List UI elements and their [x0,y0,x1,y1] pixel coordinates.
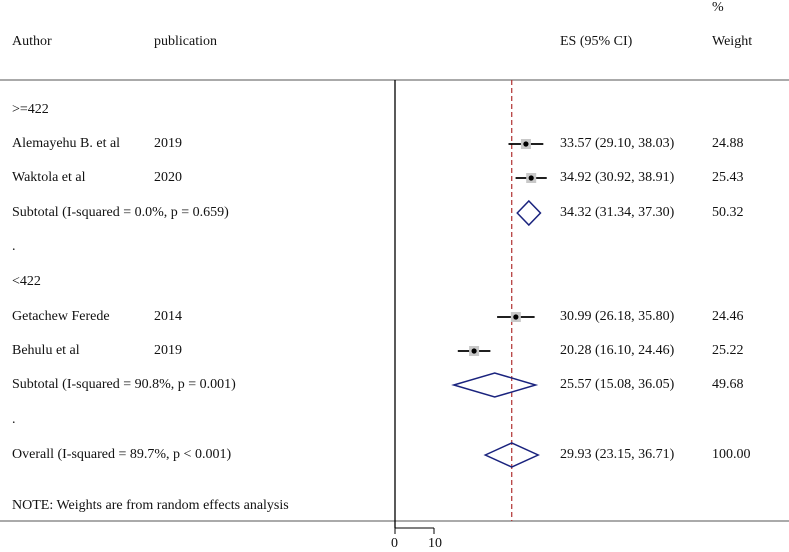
study-author: Waktola et al [12,170,86,185]
overall-diamond [483,442,540,468]
header-weight: Weight [712,34,753,49]
weight-value: 25.43 [712,170,744,185]
effect-size-ci: 25.57 (15.08, 36.05) [560,377,675,392]
header-es: ES (95% CI) [560,34,633,49]
study-author: Getachew Ferede [12,309,110,324]
weight-value: 100.00 [712,447,751,462]
study-year: 2019 [154,343,182,358]
effect-size-ci: 33.57 (29.10, 38.03) [560,136,675,151]
study-year: 2019 [154,136,182,151]
x-tick-label-10: 10 [428,536,442,551]
study-year: 2014 [154,309,182,324]
study-point [523,141,529,147]
effect-size-ci: 20.28 (16.10, 24.46) [560,343,675,358]
weight-value: 50.32 [712,205,744,220]
weight-value: 24.88 [712,136,744,151]
spacer-dot: . [12,239,16,254]
effect-size-ci: 29.93 (23.15, 36.71) [560,447,675,462]
weight-value: 24.46 [712,309,744,324]
group-label: >=422 [12,102,49,117]
spacer-dot: . [12,412,16,427]
weight-value: 25.22 [712,343,744,358]
x-tick-label-0: 0 [391,536,398,551]
study-point [528,175,534,181]
header-weight-percent: % [712,0,724,15]
weight-value: 49.68 [712,377,744,392]
header-publication: publication [154,34,217,49]
study-point [471,348,477,354]
study-year: 2020 [154,170,182,185]
study-author: Behulu et al [12,343,80,358]
effect-size-ci: 34.32 (31.34, 37.30) [560,205,675,220]
subtotal-label: Subtotal (I-squared = 0.0%, p = 0.659) [12,205,229,220]
header-author: Author [12,34,52,49]
effect-size-ci: 30.99 (26.18, 35.80) [560,309,675,324]
subtotal-diamond [451,372,539,398]
overall-label: Overall (I-squared = 89.7%, p < 0.001) [12,447,232,462]
subtotal-diamond [516,199,542,227]
footnote: NOTE: Weights are from random effects an… [12,498,289,513]
group-label: <422 [12,274,41,289]
subtotal-label: Subtotal (I-squared = 90.8%, p = 0.001) [12,377,236,392]
study-point [513,314,519,320]
effect-size-ci: 34.92 (30.92, 38.91) [560,170,675,185]
study-author: Alemayehu B. et al [12,136,121,151]
